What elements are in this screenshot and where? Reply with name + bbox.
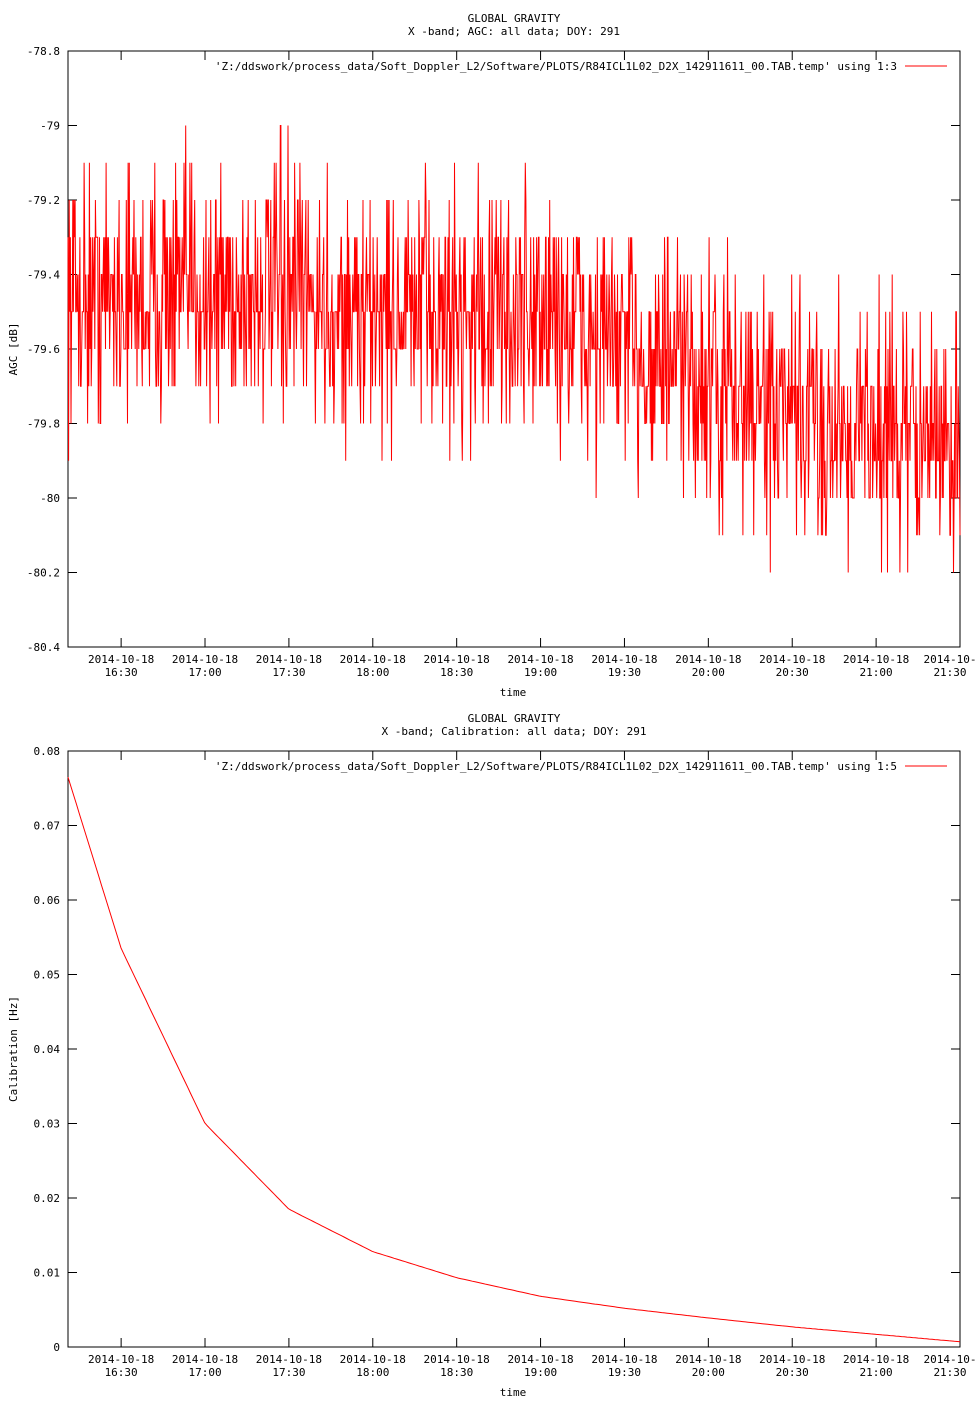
- x-tick-date-label: 2014-10-18: [88, 653, 154, 666]
- x-tick-time-label: 19:30: [608, 1366, 641, 1379]
- x-tick-time-label: 19:00: [524, 666, 557, 679]
- x-tick-time-label: 21:00: [860, 1366, 893, 1379]
- x-tick-date-label: 2014-10-18: [507, 653, 573, 666]
- x-tick-time-label: 17:00: [188, 1366, 221, 1379]
- y-tick-label: 0.07: [34, 820, 61, 833]
- y-tick-label: 0.01: [34, 1267, 61, 1280]
- x-tick-date-label: 2014-10-18: [256, 653, 322, 666]
- x-tick-date-label: 2014-10-18: [675, 653, 741, 666]
- x-tick-date-label: 2014-10-: [924, 1353, 977, 1366]
- x-tick-date-label: 2014-10-18: [759, 1353, 825, 1366]
- y-tick-label: 0: [53, 1341, 60, 1354]
- chart-subtitle: X -band; Calibration: all data; DOY: 291: [382, 725, 647, 738]
- x-tick-date-label: 2014-10-18: [424, 653, 490, 666]
- plot-frame: [67, 750, 961, 1348]
- x-tick-time-label: 18:30: [440, 666, 473, 679]
- chart-subtitle: X -band; AGC: all data; DOY: 291: [408, 25, 620, 38]
- y-tick-label: -80: [40, 492, 60, 505]
- y-axis-label: AGC [dB]: [7, 323, 20, 376]
- y-tick-label: 0.06: [34, 894, 61, 907]
- series-line: [67, 125, 961, 573]
- y-tick-label: -79.2: [27, 194, 60, 207]
- y-tick-label: -79.8: [27, 418, 60, 431]
- x-tick-time-label: 21:00: [860, 666, 893, 679]
- x-tick-time-label: 19:30: [608, 666, 641, 679]
- x-tick-date-label: 2014-10-18: [172, 1353, 238, 1366]
- x-tick-date-label: 2014-10-18: [759, 653, 825, 666]
- x-tick-time-label: 18:30: [440, 1366, 473, 1379]
- y-tick-label: 0.03: [34, 1118, 61, 1131]
- y-tick-label: 0.04: [34, 1043, 61, 1056]
- x-tick-date-label: 2014-10-18: [88, 1353, 154, 1366]
- chart-title: GLOBAL GRAVITY: [468, 12, 561, 25]
- y-tick-label: -78.8: [27, 45, 60, 58]
- x-tick-time-label: 20:00: [692, 666, 725, 679]
- x-tick-date-label: 2014-10-18: [591, 1353, 657, 1366]
- x-tick-date-label: 2014-10-18: [340, 1353, 406, 1366]
- y-axis-label: Calibration [Hz]: [7, 996, 20, 1102]
- x-tick-time-label: 21:30: [933, 1366, 966, 1379]
- x-tick-time-label: 19:00: [524, 1366, 557, 1379]
- y-tick-label: 0.05: [34, 969, 61, 982]
- y-tick-label: -79.4: [27, 269, 60, 282]
- x-tick-date-label: 2014-10-18: [675, 1353, 741, 1366]
- x-tick-time-label: 20:30: [776, 666, 809, 679]
- x-tick-date-label: 2014-10-18: [507, 1353, 573, 1366]
- x-tick-time-label: 20:00: [692, 1366, 725, 1379]
- x-tick-time-label: 16:30: [105, 1366, 138, 1379]
- series-line: [67, 776, 961, 1343]
- x-tick-time-label: 18:00: [356, 666, 389, 679]
- y-tick-label: -80.4: [27, 641, 60, 654]
- x-tick-date-label: 2014-10-18: [843, 653, 909, 666]
- x-tick-date-label: 2014-10-18: [256, 1353, 322, 1366]
- y-tick-label: -80.2: [27, 567, 60, 580]
- x-axis-label: time: [500, 1386, 527, 1399]
- x-tick-date-label: 2014-10-18: [340, 653, 406, 666]
- x-tick-time-label: 20:30: [776, 1366, 809, 1379]
- legend-label: 'Z:/ddswork/process_data/Soft_Doppler_L2…: [215, 760, 897, 773]
- x-axis-label: time: [500, 686, 527, 699]
- x-tick-date-label: 2014-10-: [924, 653, 977, 666]
- y-tick-label: 0.08: [34, 745, 61, 758]
- chart-title: GLOBAL GRAVITY: [468, 712, 561, 725]
- legend-label: 'Z:/ddswork/process_data/Soft_Doppler_L2…: [215, 60, 897, 73]
- y-tick-label: 0.02: [34, 1192, 61, 1205]
- x-tick-time-label: 17:30: [272, 1366, 305, 1379]
- x-tick-time-label: 18:00: [356, 1366, 389, 1379]
- x-tick-time-label: 17:00: [188, 666, 221, 679]
- plot-frame: [67, 50, 961, 648]
- x-tick-time-label: 21:30: [933, 666, 966, 679]
- x-tick-date-label: 2014-10-18: [172, 653, 238, 666]
- x-tick-date-label: 2014-10-18: [591, 653, 657, 666]
- y-tick-label: -79.6: [27, 343, 60, 356]
- x-tick-time-label: 17:30: [272, 666, 305, 679]
- x-tick-time-label: 16:30: [105, 666, 138, 679]
- y-tick-label: -79: [40, 120, 60, 133]
- x-tick-date-label: 2014-10-18: [843, 1353, 909, 1366]
- x-tick-date-label: 2014-10-18: [424, 1353, 490, 1366]
